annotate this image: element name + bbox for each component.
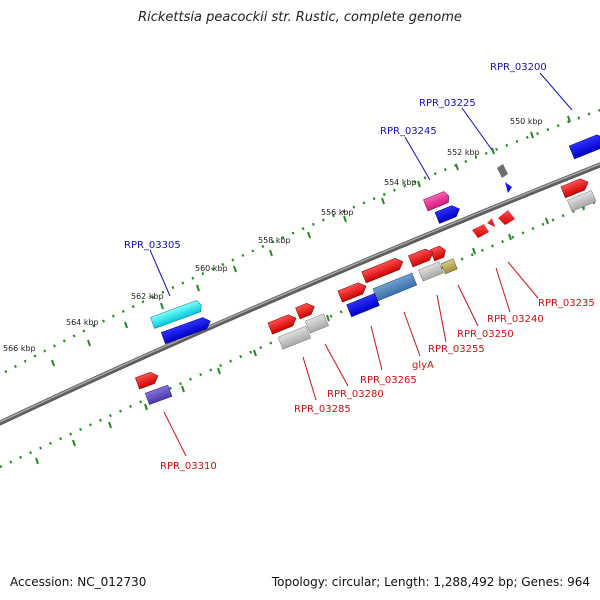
gene-rpr-03240[interactable] [472,210,515,238]
gene-label-rpr-03280[interactable]: RPR_03280 [327,389,384,400]
kbp-label-564: 564 kbp [66,318,99,327]
gene-rpr-03235[interactable] [560,177,597,212]
kbp-label-560: 560 kbp [195,264,228,273]
gene-label-rpr-03245[interactable]: RPR_03245 [380,126,437,137]
gene-label-rpr-03235[interactable]: RPR_03235 [538,298,595,309]
gene-rpr-03310[interactable] [135,368,173,406]
gene-label-rpr-03310[interactable]: RPR_03310 [160,461,217,472]
accession-text: Accession: NC_012730 [10,575,147,589]
gene-rpr-03200[interactable] [568,132,600,160]
gene-rpr-03280[interactable] [295,299,329,335]
kbp-label-558: 558 kbp [258,236,291,245]
kbp-label-566: 566 kbp [3,344,36,353]
gene-rpr-03285[interactable] [267,310,312,351]
genome-backbone [0,162,600,426]
gene-label-glya[interactable]: glyA [412,360,434,371]
gene-rpr-03265[interactable] [337,279,380,318]
gene-label-rpr-03240[interactable]: RPR_03240 [487,314,544,325]
kbp-label-562: 562 kbp [131,292,164,301]
gene-label-rpr-03285[interactable]: RPR_03285 [294,404,351,415]
gene-rpr-03250[interactable] [429,243,458,276]
kbp-label-550: 550 kbp [510,117,543,126]
gene-rpr-03255[interactable] [408,246,444,283]
top-leader-lines [149,72,573,297]
map-title: Rickettsia peacockii str. Rustic, comple… [138,10,462,25]
kbp-label-552: 552 kbp [447,148,480,157]
gene-label-rpr-03200[interactable]: RPR_03200 [490,62,547,73]
gene-glya[interactable] [361,255,418,303]
gene-label-rpr-03225[interactable]: RPR_03225 [419,98,476,109]
bottom-leader-lines [163,261,539,457]
gene-rpr-03225[interactable] [497,164,512,193]
outer-major-ticks [51,115,571,367]
gene-rpr-03245[interactable] [423,189,461,226]
gene-label-rpr-03250[interactable]: RPR_03250 [457,329,514,340]
genome-summary-text: Topology: circular; Length: 1,288,492 bp… [271,575,590,589]
genome-backbone-highlight [0,163,600,423]
gene-label-rpr-03265[interactable]: RPR_03265 [360,375,417,386]
kbp-label-554: 554 kbp [384,178,417,187]
kbp-label-556: 556 kbp [321,208,354,217]
gene-rpr-03305[interactable] [150,299,212,346]
gene-label-rpr-03255[interactable]: RPR_03255 [428,344,485,355]
gene-label-rpr-03305[interactable]: RPR_03305 [124,240,181,251]
